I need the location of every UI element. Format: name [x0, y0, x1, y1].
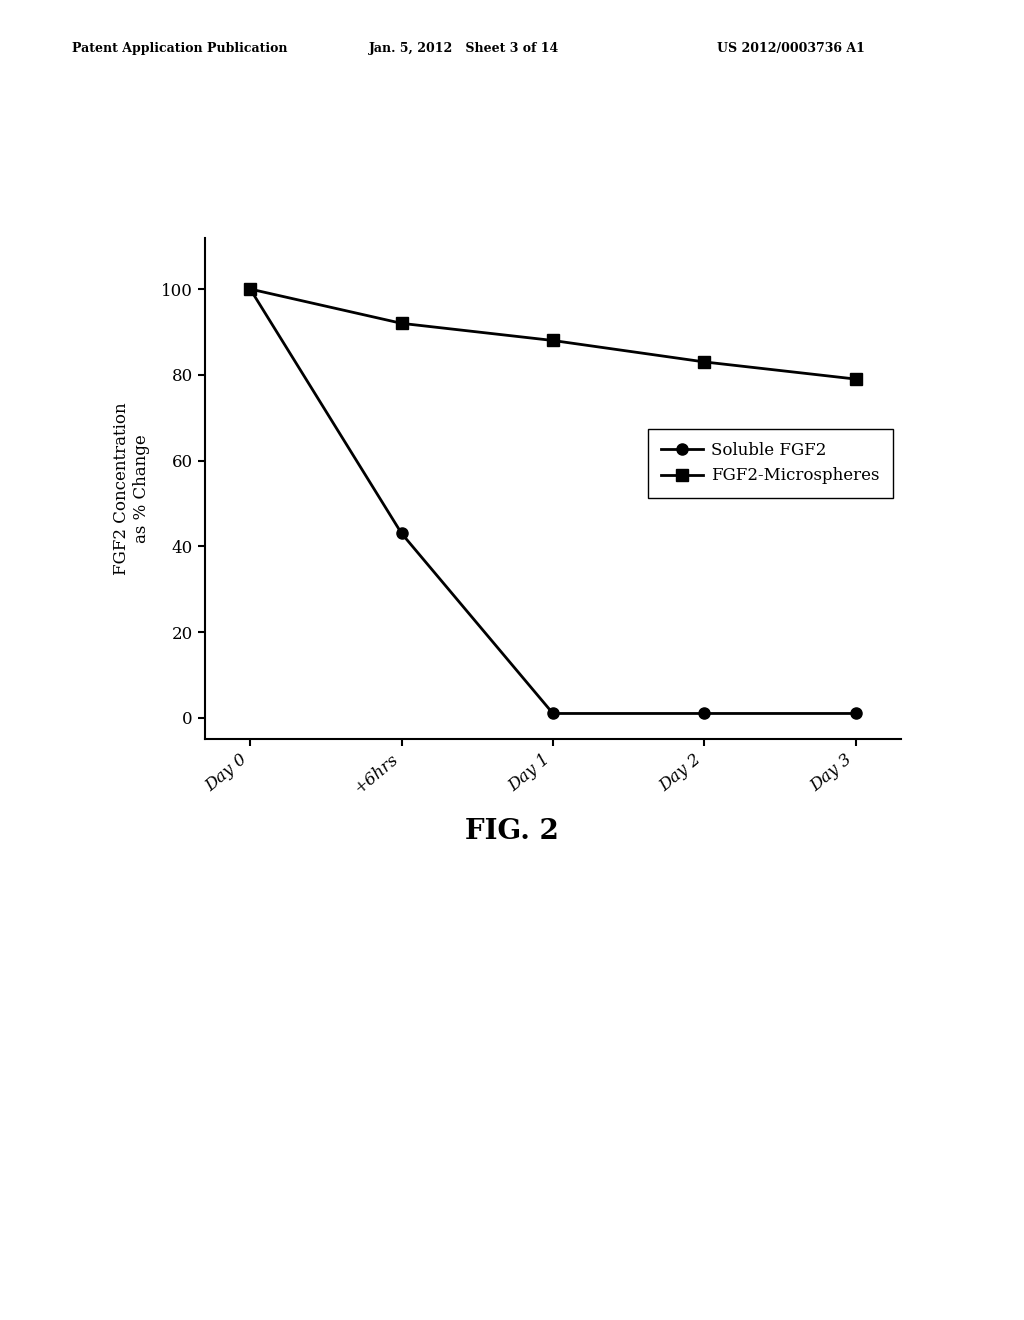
FGF2-Microspheres — [698, 354, 711, 370]
FGF2-Microspheres — [244, 281, 256, 297]
Text: Jan. 5, 2012   Sheet 3 of 14: Jan. 5, 2012 Sheet 3 of 14 — [369, 42, 559, 55]
FGF2-Microspheres — [547, 333, 559, 348]
Soluble FGF2 — [244, 281, 256, 297]
Soluble FGF2 — [850, 706, 862, 722]
Text: FIG. 2: FIG. 2 — [465, 818, 559, 845]
Text: US 2012/0003736 A1: US 2012/0003736 A1 — [717, 42, 864, 55]
Soluble FGF2 — [698, 706, 711, 722]
Soluble FGF2 — [547, 706, 559, 722]
Soluble FGF2 — [395, 525, 408, 541]
Line: FGF2-Microspheres: FGF2-Microspheres — [245, 284, 861, 384]
Legend: Soluble FGF2, FGF2-Microspheres: Soluble FGF2, FGF2-Microspheres — [647, 429, 893, 498]
FGF2-Microspheres — [850, 371, 862, 387]
Line: Soluble FGF2: Soluble FGF2 — [245, 284, 861, 719]
Y-axis label: FGF2 Concentration
as % Change: FGF2 Concentration as % Change — [114, 403, 150, 574]
FGF2-Microspheres — [395, 315, 408, 331]
Text: Patent Application Publication: Patent Application Publication — [72, 42, 287, 55]
